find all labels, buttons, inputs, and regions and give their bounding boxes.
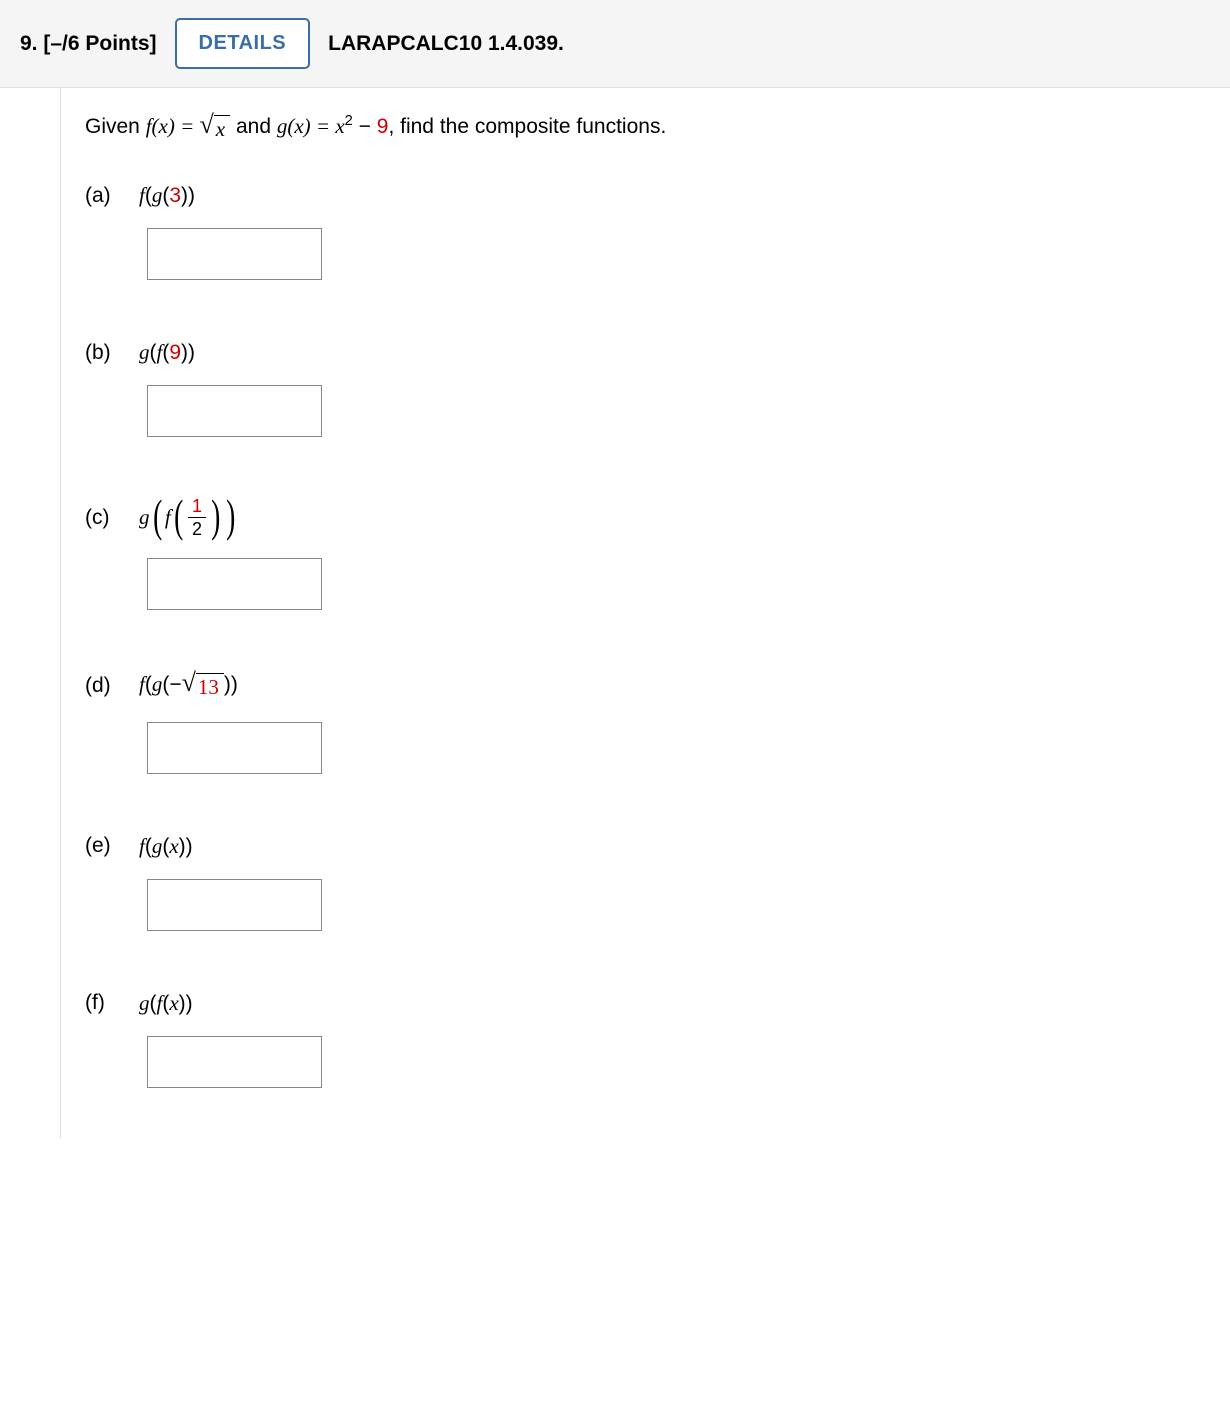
question-number-label: 9. [–/6 Points] (20, 32, 157, 56)
part-c-label: (c) (85, 506, 121, 530)
part-a-f: f (139, 183, 145, 207)
question-number: 9. (20, 32, 38, 55)
part-d: (d) f(g(−√13)) (85, 670, 1230, 773)
part-e: (e) f(g(x)) (85, 834, 1230, 931)
gx-exp: 2 (345, 113, 353, 129)
part-d-close: )) (224, 673, 238, 696)
part-e-label: (e) (85, 834, 121, 858)
part-b-close: )) (181, 341, 195, 364)
prompt-pre: Given (85, 115, 146, 138)
part-c-input[interactable] (147, 558, 322, 610)
part-f-input[interactable] (147, 1036, 322, 1088)
part-e-close: )) (179, 835, 193, 858)
question-prompt: Given f(x) = √x and g(x) = x2 − 9, find … (85, 112, 1230, 143)
part-d-rad: 13 (196, 673, 224, 701)
part-b-g: g (139, 340, 150, 364)
part-c: (c) g(f(12)) (85, 497, 1230, 610)
part-c-fraction: 12 (188, 497, 206, 538)
part-d-expression: f(g(−√13)) (139, 670, 238, 701)
part-c-expression: g(f(12)) (139, 497, 239, 538)
gx-x: x (335, 114, 344, 138)
part-c-num: 1 (188, 497, 206, 518)
part-e-g: g (152, 834, 163, 858)
question-header: 9. [–/6 Points] DETAILS LARAPCALC10 1.4.… (0, 0, 1230, 88)
part-f: (f) g(f(x)) (85, 991, 1230, 1088)
points-label: [–/6 Points] (43, 32, 156, 55)
book-reference: LARAPCALC10 1.4.039. (328, 32, 564, 56)
part-d-input[interactable] (147, 722, 322, 774)
part-d-f: f (139, 672, 145, 696)
sqrt-x: √x (200, 112, 231, 143)
part-a-inner: 3 (169, 184, 181, 207)
part-f-g: g (139, 991, 150, 1015)
part-d-label: (d) (85, 674, 121, 698)
part-d-g: g (152, 672, 163, 696)
part-f-close: )) (179, 992, 193, 1015)
part-e-input[interactable] (147, 879, 322, 931)
gx-const: 9 (377, 115, 389, 138)
part-b: (b) g(f(9)) (85, 340, 1230, 437)
fx-radicand: x (214, 115, 230, 143)
part-a-input[interactable] (147, 228, 322, 280)
part-a-close: )) (181, 184, 195, 207)
sqrt-13: √13 (182, 670, 224, 701)
part-c-g: g (139, 505, 150, 530)
part-b-input[interactable] (147, 385, 322, 437)
part-d-open: (− (162, 673, 181, 696)
part-b-label: (b) (85, 341, 121, 365)
part-a-label: (a) (85, 184, 121, 208)
details-button[interactable]: DETAILS (175, 18, 311, 69)
prompt-mid: and (230, 115, 277, 138)
part-e-expression: f(g(x)) (139, 834, 193, 859)
part-f-inner: x (169, 991, 178, 1015)
part-b-inner: 9 (169, 341, 181, 364)
question-content: Given f(x) = √x and g(x) = x2 − 9, find … (60, 88, 1230, 1138)
part-c-f: f (165, 505, 171, 530)
part-e-inner: x (169, 834, 178, 858)
part-f-expression: g(f(x)) (139, 991, 193, 1016)
part-b-expression: g(f(9)) (139, 340, 195, 365)
part-f-label: (f) (85, 991, 121, 1015)
gx-minus: − (353, 115, 377, 138)
fx-lhs: f(x) = (146, 114, 200, 138)
prompt-tail: , find the composite functions. (388, 115, 666, 138)
gx-lhs: g(x) = (277, 114, 335, 138)
part-c-den: 2 (188, 518, 206, 538)
part-e-f: f (139, 834, 145, 858)
part-a: (a) f(g(3)) (85, 183, 1230, 280)
part-a-expression: f(g(3)) (139, 183, 195, 208)
part-a-g: g (152, 183, 163, 207)
